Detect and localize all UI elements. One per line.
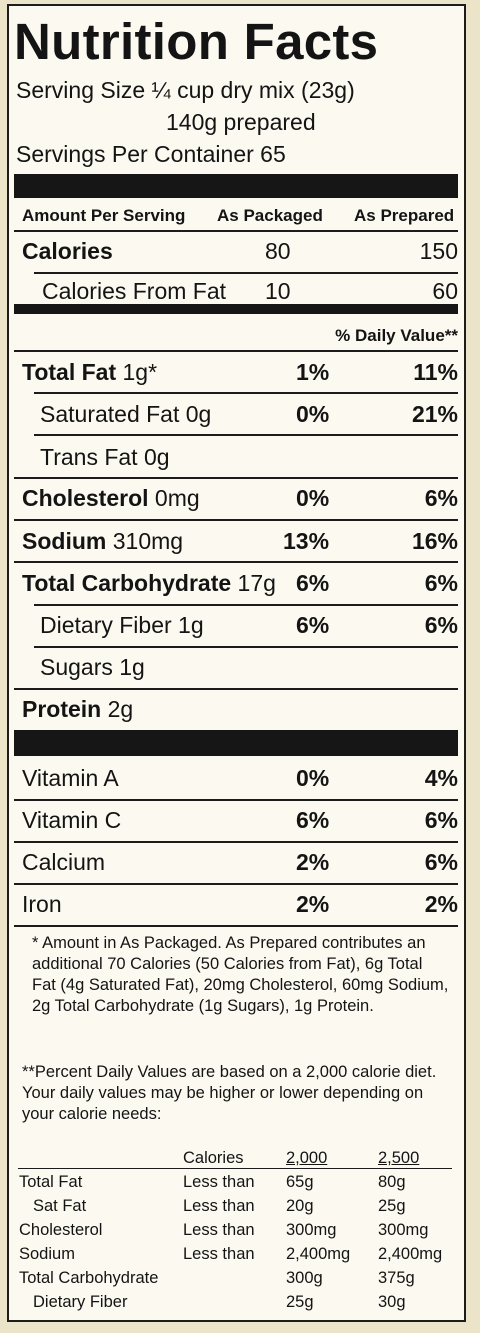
dietary-fiber-packaged-dv: 6%: [296, 612, 330, 638]
total-carbohydrate-prepared-dv: 6%: [424, 570, 458, 596]
vitamin-row-vitamin-a: Vitamin A: [22, 765, 119, 791]
divider: [14, 799, 458, 801]
total-fat-packaged-dv: 1%: [296, 359, 330, 385]
as-packaged-header: As Packaged: [217, 206, 323, 225]
divider: [14, 519, 458, 521]
dv-table-row-name: Sodium: [19, 1245, 75, 1263]
dv-table-row-2500: 25g: [378, 1197, 406, 1215]
vitamin-row-iron: Iron: [22, 891, 62, 917]
total-fat-prepared-dv: 11%: [413, 359, 458, 385]
vitamin-a-prepared-dv: 4%: [424, 765, 458, 791]
divider: [14, 561, 458, 563]
divider: [34, 434, 458, 436]
nutrition-label: [7, 4, 466, 1322]
daily-value-header: % Daily Value**: [335, 326, 458, 345]
vitamin-row-calcium: Calcium: [22, 849, 106, 875]
nutrient-row-sugars: Sugars 1g: [40, 654, 145, 680]
servings-per-container: Servings Per Container 65: [16, 141, 286, 167]
calories-label: Calories: [22, 238, 113, 264]
nutrient-row-protein: Protein 2g: [22, 696, 134, 722]
dv-table-row-qualifier: Less than: [183, 1221, 255, 1239]
nutrient-row-trans-fat: Trans Fat 0g: [40, 444, 170, 470]
vitamin-a-packaged-dv: 0%: [296, 765, 330, 791]
vitamin-row-vitamin-c: Vitamin C: [22, 807, 122, 833]
total-carbohydrate-packaged-dv: 6%: [296, 570, 330, 596]
iron-prepared-dv: 2%: [424, 891, 458, 917]
calories-from-fat-label: Calories From Fat: [42, 278, 227, 304]
vitamin-c-prepared-dv: 6%: [424, 807, 458, 833]
divider: [14, 477, 458, 479]
divider: [14, 841, 458, 843]
dietary-fiber-prepared-dv: 6%: [424, 612, 458, 638]
dv-table-row-2000: 2,400mg: [286, 1245, 351, 1263]
dv-table-row-2000: 300g: [286, 1269, 323, 1287]
nutrient-row-saturated-fat: Saturated Fat 0g: [40, 401, 212, 427]
footnote-daily-values: **Percent Daily Values are based on a 2,…: [22, 1063, 437, 1123]
divider: [34, 392, 458, 394]
dv-table-row-name: Cholesterol: [19, 1221, 103, 1239]
calcium-packaged-dv: 2%: [296, 849, 330, 875]
nutrient-row-sodium: Sodium 310mg: [22, 528, 184, 554]
dv-table-row-name: Sat Fat: [33, 1197, 87, 1215]
calories-from-fat-packaged: 10: [265, 278, 291, 304]
dv-table-row-2000: 300mg: [286, 1221, 337, 1239]
divider: [18, 1168, 452, 1169]
thick-divider: [14, 730, 458, 756]
divider: [14, 350, 458, 352]
dv-table-row-qualifier: Less than: [183, 1197, 255, 1215]
dv-table-row-qualifier: Less than: [183, 1245, 255, 1263]
dv-table-row-qualifier: Less than: [183, 1173, 255, 1191]
divider: [14, 688, 458, 690]
divider: [14, 925, 458, 927]
footnote-as-packaged: * Amount in As Packaged. As Prepared con…: [32, 934, 449, 1015]
dv-table-row-2500: 300mg: [378, 1221, 429, 1239]
dv-table-row-2500: 30g: [378, 1293, 406, 1311]
serving-prepared: 140g prepared: [166, 109, 316, 135]
as-prepared-header: As Prepared: [354, 206, 455, 225]
dv-table-row-2000: 65g: [286, 1173, 314, 1191]
dv-table-row-name: Total Carbohydrate: [19, 1269, 159, 1287]
calcium-prepared-dv: 6%: [424, 849, 458, 875]
divider: [34, 272, 458, 274]
nutrient-row-dietary-fiber: Dietary Fiber 1g: [40, 612, 204, 638]
divider: [34, 646, 458, 648]
medium-divider: [14, 304, 458, 314]
dv-table-row-2500: 375g: [378, 1269, 415, 1287]
calories-from-fat-prepared: 60: [432, 278, 458, 304]
dv-table-row-name: Dietary Fiber: [33, 1293, 128, 1311]
dv-table-row-2000: 20g: [286, 1197, 314, 1215]
thick-divider: [14, 174, 458, 198]
divider: [14, 883, 458, 885]
dv-table-calories-label: Calories: [183, 1149, 244, 1167]
saturated-fat-prepared-dv: 21%: [411, 401, 458, 427]
dv-table-row-2500: 2,400mg: [378, 1245, 443, 1263]
label-title: Nutrition Facts: [14, 13, 379, 70]
cholesterol-packaged-dv: 0%: [296, 485, 330, 511]
amount-per-serving-header: Amount Per Serving: [22, 206, 186, 225]
calories-prepared: 150: [419, 238, 458, 264]
vitamin-c-packaged-dv: 6%: [296, 807, 330, 833]
iron-packaged-dv: 2%: [296, 891, 330, 917]
cholesterol-prepared-dv: 6%: [424, 485, 458, 511]
nutrient-row-total-carbohydrate: Total Carbohydrate 17g: [22, 570, 276, 596]
sodium-prepared-dv: 16%: [411, 528, 458, 554]
dv-table-row-name: Total Fat: [19, 1173, 83, 1191]
nutrient-row-cholesterol: Cholesterol 0mg: [22, 485, 200, 511]
sodium-packaged-dv: 13%: [283, 528, 330, 554]
divider: [34, 604, 458, 606]
serving-size: Serving Size ¼ cup dry mix (23g): [16, 77, 355, 103]
saturated-fat-packaged-dv: 0%: [296, 401, 330, 427]
dv-table-2000-header: 2,000: [286, 1149, 328, 1167]
calories-packaged: 80: [265, 238, 291, 264]
dv-table-row-2000: 25g: [286, 1293, 314, 1311]
divider: [14, 230, 458, 232]
dv-table-row-2500: 80g: [378, 1173, 406, 1191]
dv-table-2500-header: 2,500: [378, 1149, 420, 1167]
nutrient-row-total-fat: Total Fat 1g*: [22, 359, 158, 385]
